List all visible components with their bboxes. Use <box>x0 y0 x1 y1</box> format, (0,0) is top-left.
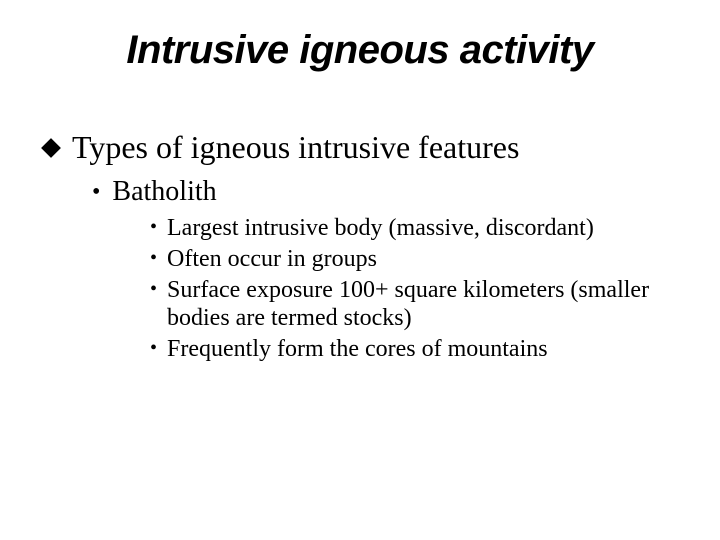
list-item: • Largest intrusive body (massive, disco… <box>150 214 670 243</box>
bullet-dot-icon: • <box>150 214 157 240</box>
slide-title: Intrusive igneous activity <box>50 28 670 73</box>
list-item: • Frequently form the cores of mountains <box>150 335 670 364</box>
list-item: • Surface exposure 100+ square kilometer… <box>150 276 670 334</box>
bullet-level1: Types of igneous intrusive features <box>44 129 670 166</box>
bullet-dot-icon: • <box>92 176 100 208</box>
level3-text: Often occur in groups <box>167 245 377 274</box>
slide: Intrusive igneous activity Types of igne… <box>0 0 720 540</box>
bullet-dot-icon: • <box>150 276 157 302</box>
level1-text: Types of igneous intrusive features <box>72 129 519 166</box>
list-item: • Often occur in groups <box>150 245 670 274</box>
level3-text: Largest intrusive body (massive, discord… <box>167 214 594 243</box>
bullet-dot-icon: • <box>150 245 157 271</box>
bullet-dot-icon: • <box>150 335 157 361</box>
bullet-level2: • Batholith <box>92 176 670 208</box>
level3-list: • Largest intrusive body (massive, disco… <box>150 214 670 364</box>
level3-text: Surface exposure 100+ square kilometers … <box>167 276 670 334</box>
level2-text: Batholith <box>112 176 216 208</box>
level3-text: Frequently form the cores of mountains <box>167 335 548 364</box>
